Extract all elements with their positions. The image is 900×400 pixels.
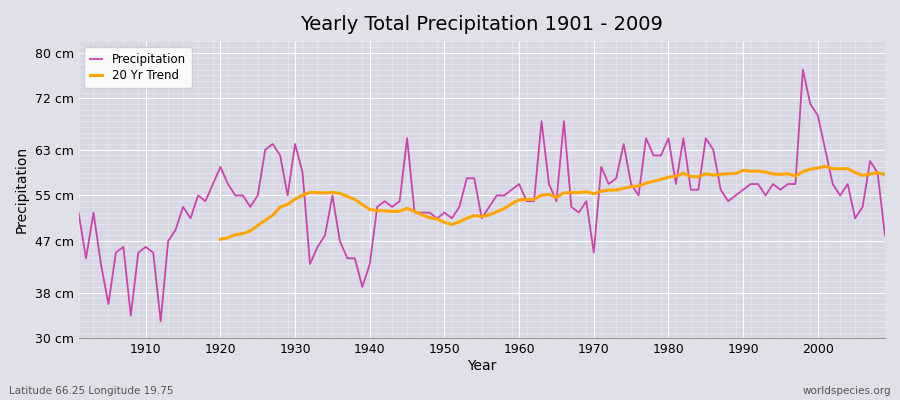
20 Yr Trend [879, 172, 890, 177]
Precipitation [156, 319, 166, 324]
Precipitation [304, 262, 315, 266]
Precipitation [73, 210, 84, 215]
Title: Yearly Total Precipitation 1901 - 2009: Yearly Total Precipitation 1901 - 2009 [301, 15, 663, 34]
Precipitation [349, 256, 360, 261]
Precipitation [521, 199, 532, 204]
20 Yr Trend [304, 190, 315, 195]
Line: Precipitation: Precipitation [78, 70, 885, 321]
Precipitation [133, 250, 144, 255]
20 Yr Trend [678, 171, 688, 176]
20 Yr Trend [820, 164, 831, 169]
20 Yr Trend [215, 237, 226, 242]
Precipitation [514, 182, 525, 186]
20 Yr Trend [857, 173, 868, 178]
Text: Latitude 66.25 Longitude 19.75: Latitude 66.25 Longitude 19.75 [9, 386, 174, 396]
Precipitation [611, 176, 622, 181]
20 Yr Trend [417, 212, 428, 217]
Legend: Precipitation, 20 Yr Trend: Precipitation, 20 Yr Trend [85, 47, 192, 88]
Y-axis label: Precipitation: Precipitation [15, 146, 29, 233]
Line: 20 Yr Trend: 20 Yr Trend [220, 166, 885, 239]
Precipitation [879, 233, 890, 238]
20 Yr Trend [768, 172, 778, 176]
Text: worldspecies.org: worldspecies.org [803, 386, 891, 396]
X-axis label: Year: Year [467, 359, 497, 373]
Precipitation [797, 67, 808, 72]
20 Yr Trend [782, 171, 793, 176]
